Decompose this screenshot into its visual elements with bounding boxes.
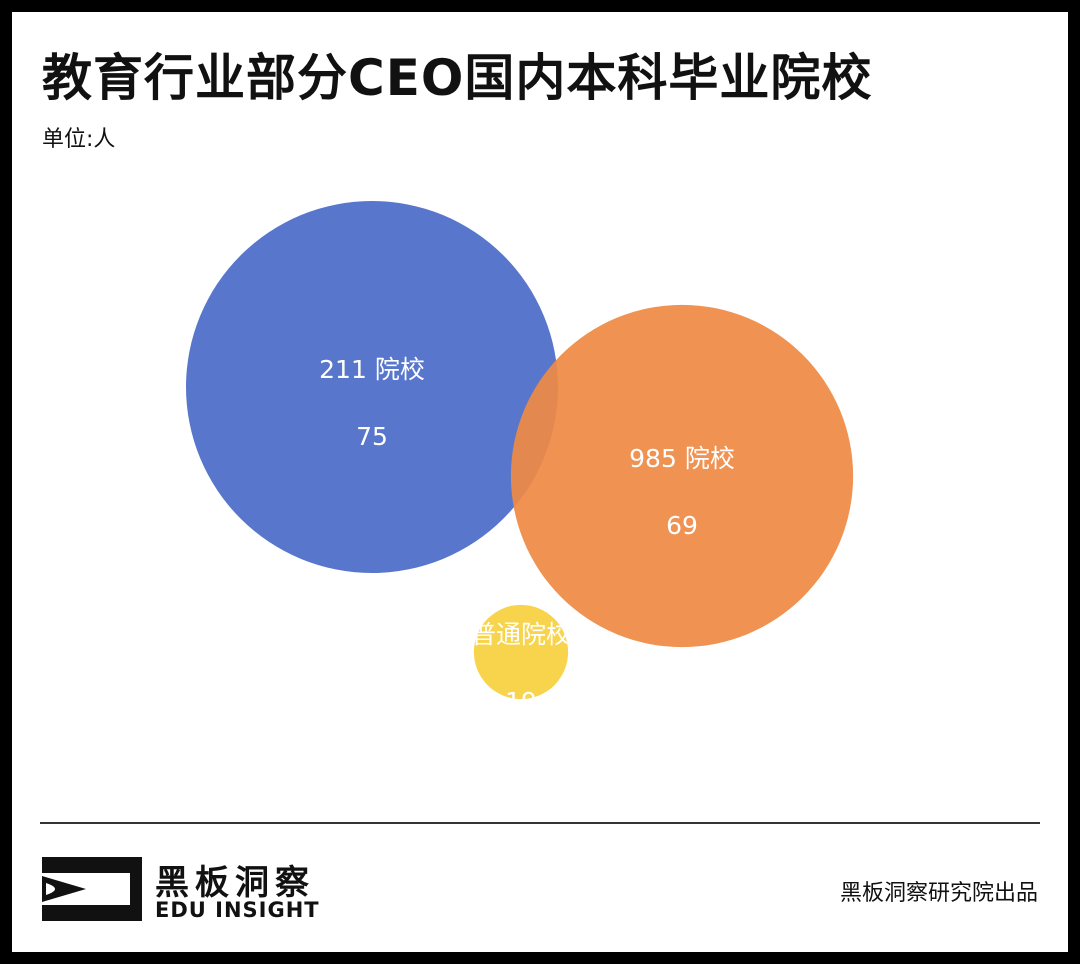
infographic-card: 教育行业部分CEO国内本科毕业院校 单位:人 211 院校 75 985 院校 69 普… xyxy=(12,12,1068,952)
edu-insight-logo-icon xyxy=(42,857,142,921)
brand-name-en: EDU INSIGHT xyxy=(155,898,320,922)
brand-name-cn: 黑板洞察 xyxy=(155,863,315,903)
bubble-985-label: 985 院校 xyxy=(629,444,735,473)
bubble-985 xyxy=(510,304,854,648)
bubble-985-value: 69 xyxy=(666,511,698,540)
unit-label: 单位:人 xyxy=(42,127,116,152)
bubble-ordinary-group: 普通院校 19 xyxy=(471,604,571,716)
bubble-ordinary-label: 普通院校 xyxy=(471,620,571,649)
bubble-ordinary-value: 19 xyxy=(505,687,537,716)
bubble-211-label: 211 院校 xyxy=(319,355,425,384)
bubble-chart: 211 院校 75 985 院校 69 普通院校 19 xyxy=(186,201,854,716)
footer-divider xyxy=(40,822,1040,824)
bubble-ordinary xyxy=(473,604,569,700)
footer-credit: 黑板洞察研究院出品 xyxy=(839,881,1038,906)
chart-title: 教育行业部分CEO国内本科毕业院校 xyxy=(42,49,873,107)
bubble-211-group: 211 院校 75 xyxy=(186,201,558,573)
bubble-211-value: 75 xyxy=(356,422,388,451)
bubble-211 xyxy=(186,201,558,573)
bubble-985-group: 985 院校 69 xyxy=(510,304,854,648)
